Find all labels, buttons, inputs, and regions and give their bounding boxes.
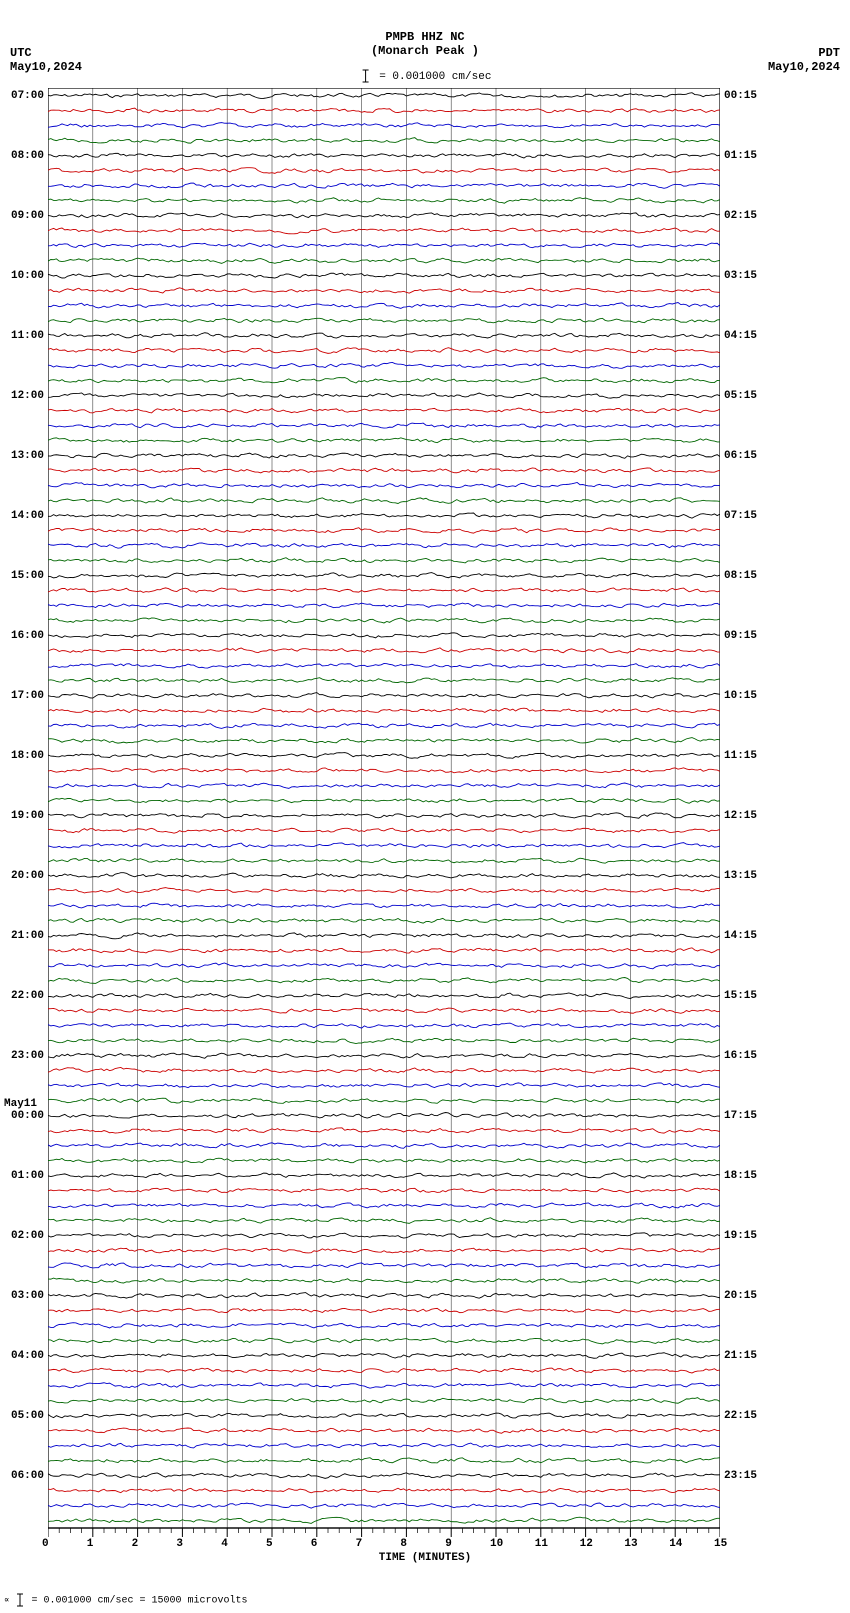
time-label-left: 19:00 bbox=[8, 810, 44, 822]
x-tick-label: 5 bbox=[266, 1538, 273, 1550]
time-label-right: 10:15 bbox=[724, 690, 757, 702]
time-label-left: 07:00 bbox=[8, 90, 44, 102]
tz-right-label: PDT bbox=[818, 46, 840, 60]
x-tick-label: 6 bbox=[311, 1538, 318, 1550]
time-label-left: 06:00 bbox=[8, 1470, 44, 1482]
seismogram-container: PMPB HHZ NC (Monarch Peak ) = 0.001000 c… bbox=[0, 0, 850, 1613]
time-label-left: 16:00 bbox=[8, 630, 44, 642]
x-tick-label: 12 bbox=[580, 1538, 593, 1550]
time-label-right: 03:15 bbox=[724, 270, 757, 282]
station-title: PMPB HHZ NC bbox=[385, 30, 464, 44]
x-tick-label: 15 bbox=[714, 1538, 727, 1550]
time-label-right: 16:15 bbox=[724, 1050, 757, 1062]
time-label-left: 02:00 bbox=[8, 1230, 44, 1242]
x-tick-label: 13 bbox=[624, 1538, 637, 1550]
time-label-right: 02:15 bbox=[724, 210, 757, 222]
time-label-right: 13:15 bbox=[724, 870, 757, 882]
date-right-label: May10,2024 bbox=[768, 60, 840, 74]
x-tick-label: 11 bbox=[535, 1538, 548, 1550]
time-label-right: 15:15 bbox=[724, 990, 757, 1002]
time-label-left: 15:00 bbox=[8, 570, 44, 582]
x-tick-label: 4 bbox=[221, 1538, 228, 1550]
footer-text: = 0.001000 cm/sec = 15000 microvolts bbox=[31, 1596, 247, 1607]
scale-indicator: = 0.001000 cm/sec bbox=[359, 68, 492, 84]
time-label-left: 10:00 bbox=[8, 270, 44, 282]
time-label-left: 00:00 bbox=[8, 1110, 44, 1122]
time-label-left: 04:00 bbox=[8, 1350, 44, 1362]
time-label-left: 12:00 bbox=[8, 390, 44, 402]
x-axis-title: TIME (MINUTES) bbox=[379, 1552, 471, 1564]
time-label-left: 18:00 bbox=[8, 750, 44, 762]
time-label-right: 11:15 bbox=[724, 750, 757, 762]
time-label-left: 17:00 bbox=[8, 690, 44, 702]
time-label-right: 19:15 bbox=[724, 1230, 757, 1242]
day-label: May11 bbox=[4, 1098, 37, 1110]
x-tick-label: 1 bbox=[87, 1538, 94, 1550]
time-label-left: 21:00 bbox=[8, 930, 44, 942]
time-label-right: 20:15 bbox=[724, 1290, 757, 1302]
time-label-left: 08:00 bbox=[8, 150, 44, 162]
time-label-left: 03:00 bbox=[8, 1290, 44, 1302]
seismogram-plot bbox=[48, 88, 720, 1528]
x-tick-label: 10 bbox=[490, 1538, 503, 1550]
time-label-left: 11:00 bbox=[8, 330, 44, 342]
time-label-right: 01:15 bbox=[724, 150, 757, 162]
x-tick-label: 14 bbox=[669, 1538, 682, 1550]
time-label-right: 18:15 bbox=[724, 1170, 757, 1182]
time-label-left: 22:00 bbox=[8, 990, 44, 1002]
time-label-left: 05:00 bbox=[8, 1410, 44, 1422]
time-label-right: 06:15 bbox=[724, 450, 757, 462]
time-label-right: 07:15 bbox=[724, 510, 757, 522]
time-label-right: 17:15 bbox=[724, 1110, 757, 1122]
x-tick-label: 7 bbox=[356, 1538, 363, 1550]
time-label-left: 09:00 bbox=[8, 210, 44, 222]
scale-text: = 0.001000 cm/sec bbox=[379, 71, 491, 83]
time-label-right: 12:15 bbox=[724, 810, 757, 822]
time-label-left: 23:00 bbox=[8, 1050, 44, 1062]
time-label-left: 01:00 bbox=[8, 1170, 44, 1182]
x-tick-label: 8 bbox=[400, 1538, 407, 1550]
time-label-left: 13:00 bbox=[8, 450, 44, 462]
station-subtitle: (Monarch Peak ) bbox=[371, 44, 479, 58]
time-label-right: 00:15 bbox=[724, 90, 757, 102]
time-label-right: 14:15 bbox=[724, 930, 757, 942]
time-label-left: 14:00 bbox=[8, 510, 44, 522]
time-label-right: 09:15 bbox=[724, 630, 757, 642]
time-label-right: 21:15 bbox=[724, 1350, 757, 1362]
time-label-right: 22:15 bbox=[724, 1410, 757, 1422]
x-tick-label: 9 bbox=[445, 1538, 452, 1550]
time-label-right: 05:15 bbox=[724, 390, 757, 402]
date-left-label: May10,2024 bbox=[10, 60, 82, 74]
x-tick-label: 0 bbox=[42, 1538, 49, 1550]
time-label-right: 23:15 bbox=[724, 1470, 757, 1482]
x-tick-label: 3 bbox=[176, 1538, 183, 1550]
time-label-right: 08:15 bbox=[724, 570, 757, 582]
tz-left-label: UTC bbox=[10, 46, 32, 60]
footer-scale: ∝ = 0.001000 cm/sec = 15000 microvolts bbox=[4, 1593, 248, 1607]
time-label-left: 20:00 bbox=[8, 870, 44, 882]
time-label-right: 04:15 bbox=[724, 330, 757, 342]
x-tick-label: 2 bbox=[132, 1538, 139, 1550]
